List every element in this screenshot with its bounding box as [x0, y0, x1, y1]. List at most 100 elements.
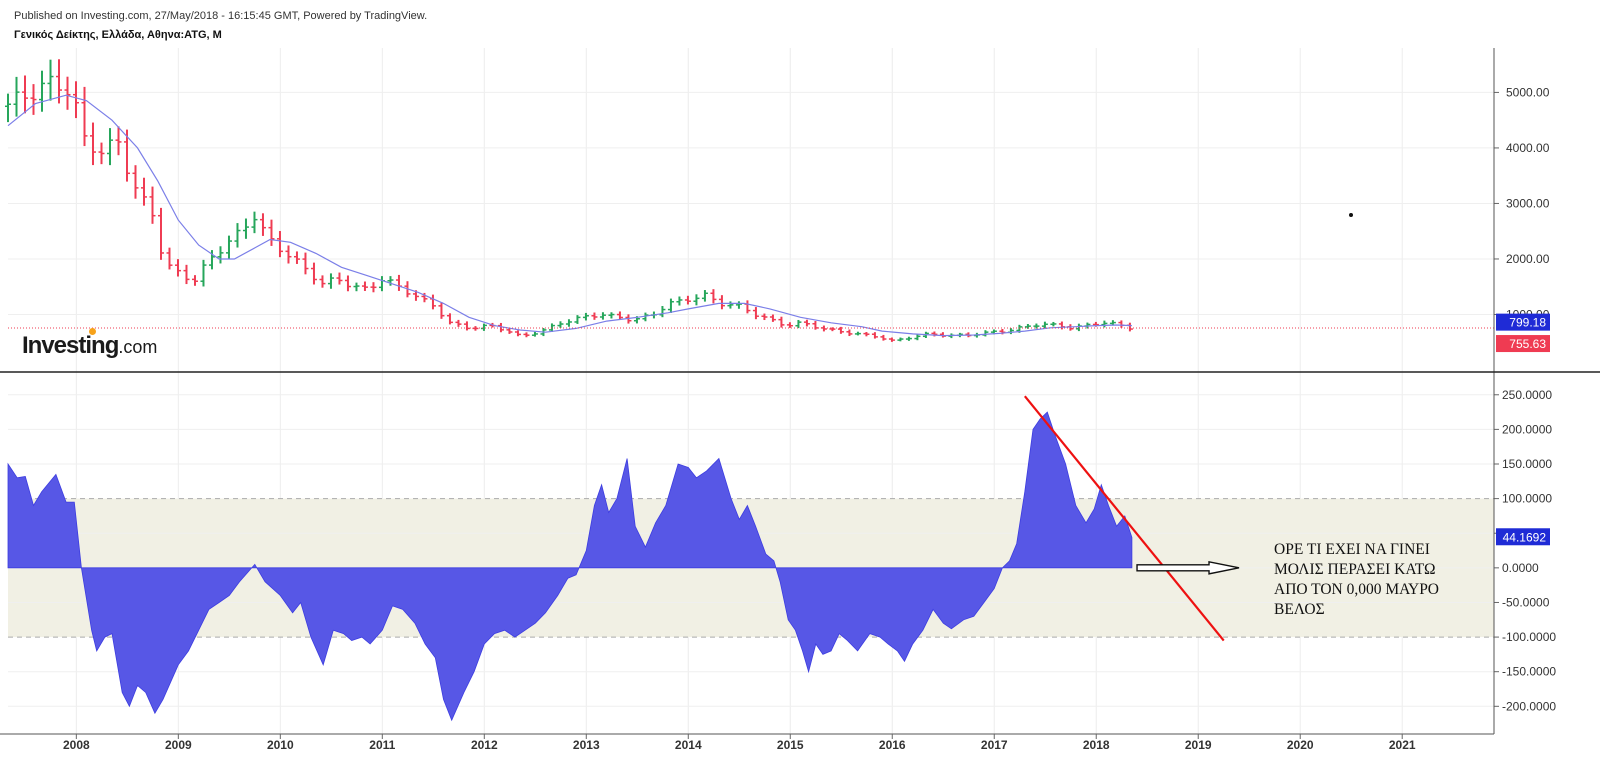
- candle: [174, 259, 181, 277]
- oscillator-tick-label: -100.0000: [1502, 630, 1556, 644]
- candle: [761, 313, 768, 321]
- candle: [837, 326, 844, 334]
- year-tick-label: 2017: [981, 738, 1008, 752]
- candle: [803, 319, 810, 327]
- candle: [268, 219, 275, 246]
- candle: [98, 142, 105, 165]
- candle: [123, 129, 130, 182]
- candle: [395, 274, 402, 291]
- candle: [166, 247, 173, 270]
- candle-layer: [5, 59, 1494, 342]
- last-price-label-text: 755.63: [1509, 337, 1546, 351]
- candle: [1101, 320, 1108, 328]
- candle: [1033, 323, 1040, 329]
- candle: [693, 294, 700, 306]
- candle: [64, 76, 71, 110]
- price-tick-label: 4000.00: [1506, 141, 1550, 155]
- candle: [30, 84, 37, 115]
- symbol-title: Γενικός Δείκτης, Ελλάδα, Αθηνα:ATG, M: [14, 29, 222, 41]
- oscillator-value-label-text: 44.1692: [1503, 530, 1547, 544]
- candle: [1007, 328, 1014, 335]
- candle: [914, 334, 921, 341]
- candle: [735, 301, 742, 309]
- candle: [871, 332, 878, 339]
- oscillator-tick-label: -150.0000: [1502, 665, 1556, 679]
- year-tick-label: 2016: [879, 738, 906, 752]
- candle: [208, 250, 215, 270]
- year-tick-label: 2015: [777, 738, 804, 752]
- candle: [361, 281, 368, 291]
- candle: [353, 282, 360, 292]
- year-tick-label: 2018: [1083, 738, 1110, 752]
- year-tick-label: 2019: [1185, 738, 1212, 752]
- candle: [55, 59, 62, 104]
- candle: [149, 186, 156, 224]
- candle: [463, 321, 470, 331]
- annotation-line: ΟΡΕ ΤΙ ΕΧΕΙ ΝΑ ΓΙΝΕΙ: [1274, 541, 1430, 558]
- candle: [846, 329, 853, 337]
- candle: [387, 276, 394, 286]
- candle: [21, 75, 28, 114]
- candle: [327, 273, 334, 289]
- candle: [982, 330, 989, 337]
- investing-logo: Investing.com: [22, 328, 158, 360]
- candle: [744, 300, 751, 314]
- candle: [642, 312, 649, 322]
- candle: [727, 301, 734, 309]
- logo-suffix: .com: [118, 337, 158, 357]
- candle: [939, 332, 946, 338]
- candle: [429, 294, 436, 310]
- annotation-text: ΟΡΕ ΤΙ ΕΧΕΙ ΝΑ ΓΙΝΕΙ ΜΟΛΙΣ ΠΕΡΑΣΕΙ ΚΑΤΩ …: [1274, 540, 1504, 620]
- candle: [259, 213, 266, 236]
- oscillator-value-label-bg: [1496, 528, 1550, 546]
- year-tick-label: 2012: [471, 738, 498, 752]
- ma-value-label-text: 799.18: [1509, 316, 1546, 330]
- trendline: [1023, 395, 1225, 642]
- candle: [506, 327, 513, 334]
- price-tick-label: 3000.00: [1506, 196, 1550, 210]
- candle: [897, 337, 904, 342]
- candle: [5, 93, 11, 123]
- year-tick-label: 2014: [675, 738, 702, 752]
- candle: [370, 282, 377, 293]
- candle: [778, 316, 785, 328]
- candle: [157, 207, 164, 260]
- candle: [676, 296, 683, 306]
- candle: [234, 223, 241, 248]
- candle: [1041, 321, 1048, 329]
- candle: [251, 211, 258, 234]
- candle: [684, 295, 691, 305]
- year-tick-label: 2010: [267, 738, 294, 752]
- candle: [242, 218, 249, 239]
- candle: [599, 312, 606, 320]
- axis-layer: 2008 2009 2010 2011 2012 2013 2014 2015 2016 2017…: [0, 48, 1600, 752]
- candle: [608, 312, 615, 319]
- candle: [718, 295, 725, 310]
- annotation-line: ΒΕΛΟΣ: [1274, 601, 1325, 618]
- candle: [769, 314, 776, 322]
- candle: [888, 337, 895, 342]
- candle: [1126, 322, 1133, 332]
- annotation-line: ΑΠΟ ΤΟΝ 0,000 ΜΑΥΡΟ: [1274, 581, 1440, 598]
- published-header: Published on Investing.com, 27/May/2018 …: [14, 10, 428, 22]
- candle: [302, 252, 309, 275]
- candle: [72, 81, 79, 119]
- candle: [336, 272, 343, 285]
- oscillator-layer: [7, 395, 1240, 722]
- candle: [829, 327, 836, 332]
- candle: [786, 322, 793, 328]
- logo-brand: Investing: [22, 332, 119, 359]
- oscillator-area: [7, 411, 1133, 722]
- candle: [531, 331, 538, 337]
- year-tick-label: 2013: [573, 738, 600, 752]
- year-tick-label: 2008: [63, 738, 90, 752]
- candle: [293, 251, 300, 264]
- candle: [446, 313, 453, 325]
- candle: [863, 332, 870, 337]
- candle: [701, 290, 708, 302]
- candle: [217, 246, 224, 264]
- year-tick-label: 2011: [369, 738, 395, 752]
- candle: [106, 128, 113, 166]
- candle: [905, 336, 912, 341]
